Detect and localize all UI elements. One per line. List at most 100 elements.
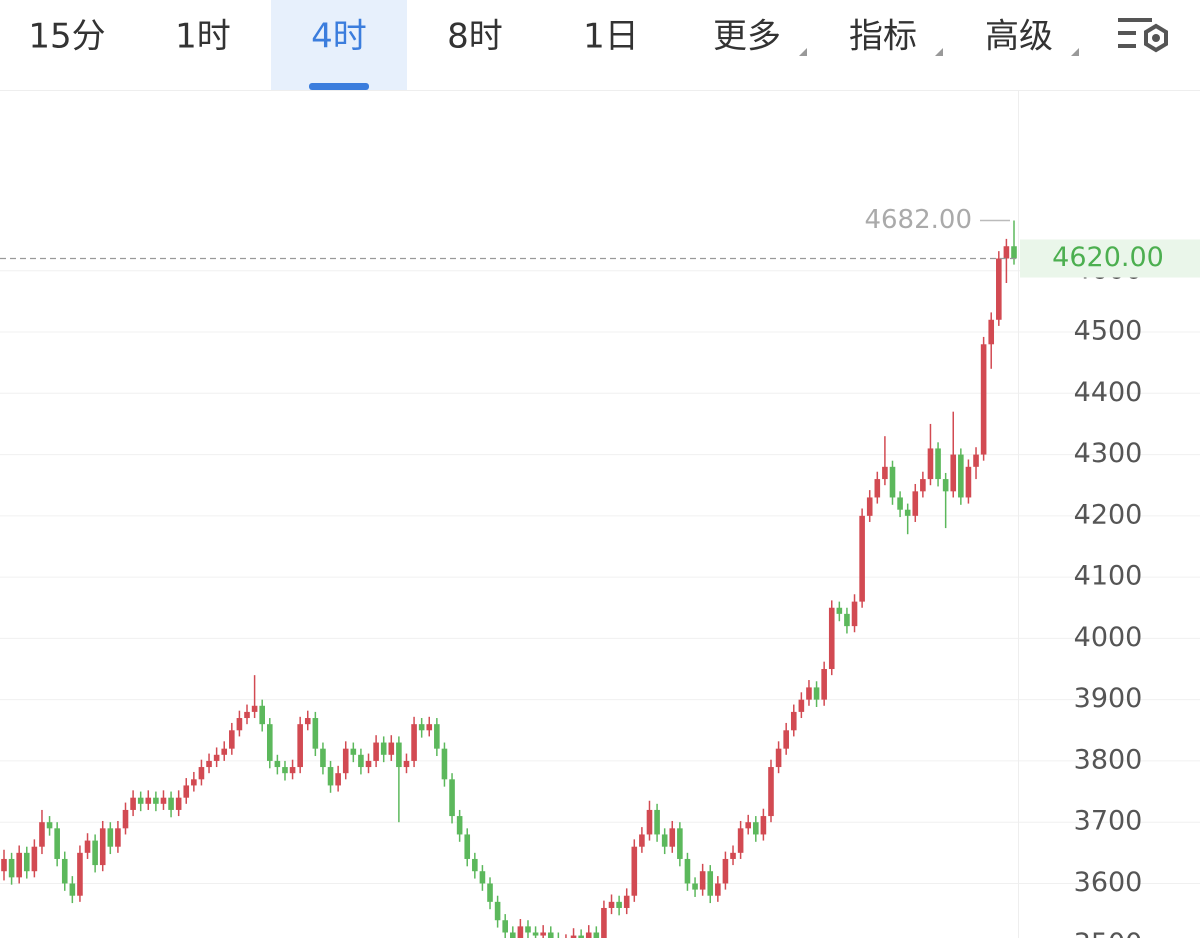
candle-body bbox=[449, 779, 455, 817]
tab[interactable]: 8时 bbox=[447, 17, 503, 57]
candle-body bbox=[312, 718, 319, 749]
candle-body bbox=[920, 479, 926, 492]
y-tick-label: 3500 bbox=[1074, 928, 1143, 938]
candle-body bbox=[1, 858, 7, 872]
candle-body bbox=[304, 718, 311, 725]
candle-body bbox=[282, 767, 288, 774]
candle-body bbox=[639, 834, 645, 847]
y-tick-label: 4200 bbox=[1074, 499, 1143, 530]
candle-body bbox=[593, 932, 600, 938]
price-axis: 3500 3600 3700 3800 3900 4000 4100 4200 4300 4400… bbox=[1074, 254, 1143, 938]
candle-body bbox=[191, 779, 197, 786]
candle-body bbox=[509, 932, 516, 938]
candle-body bbox=[996, 258, 1002, 320]
candle-body bbox=[266, 724, 273, 761]
tab[interactable]: 高级 bbox=[985, 17, 1053, 57]
candle-body bbox=[798, 699, 805, 712]
candle-body bbox=[1003, 246, 1010, 259]
candle-body bbox=[23, 852, 30, 872]
candle-body bbox=[122, 809, 129, 829]
candle-body bbox=[342, 748, 349, 774]
y-tick-label: 3900 bbox=[1074, 683, 1143, 714]
tab[interactable]: 4时 bbox=[311, 17, 367, 57]
candle-body bbox=[396, 742, 402, 768]
candle-body bbox=[456, 816, 463, 835]
candle-body bbox=[84, 840, 91, 853]
candle-body bbox=[289, 767, 296, 774]
tab[interactable]: 15分 bbox=[28, 17, 105, 57]
candle-body bbox=[677, 828, 683, 859]
candle-body bbox=[350, 748, 357, 755]
candle-body bbox=[715, 883, 721, 896]
candle-body bbox=[525, 926, 531, 933]
candle-body bbox=[889, 466, 896, 498]
candle-body bbox=[358, 754, 364, 768]
candle-body bbox=[601, 907, 607, 938]
candle-body bbox=[434, 724, 440, 749]
candle-body bbox=[77, 852, 83, 896]
candle-body bbox=[403, 760, 410, 768]
y-tick-label: 4400 bbox=[1074, 377, 1143, 408]
candle-body bbox=[768, 767, 774, 817]
candle-body bbox=[297, 724, 303, 768]
candle-body bbox=[570, 935, 577, 938]
dropdown-arrow bbox=[799, 48, 807, 56]
candle-body bbox=[707, 871, 714, 896]
candle-body bbox=[935, 448, 941, 480]
candle-body bbox=[236, 718, 243, 731]
candle-body bbox=[745, 822, 752, 829]
candle-body bbox=[965, 466, 972, 498]
grid bbox=[0, 270, 1200, 884]
candle-body bbox=[950, 454, 957, 492]
candle-body bbox=[244, 711, 250, 719]
candle-body bbox=[168, 797, 174, 810]
candle-body bbox=[661, 834, 668, 847]
last-price-badge bbox=[1020, 239, 1200, 278]
candle-body bbox=[836, 607, 843, 614]
candle-body bbox=[39, 822, 45, 847]
candle-body bbox=[426, 724, 433, 731]
candle-body bbox=[198, 767, 205, 780]
tab-bar: 15分 1时 4时 8时 1日 更多 指标 高级 bbox=[28, 0, 1079, 90]
candle-body bbox=[790, 711, 797, 731]
candle-body bbox=[699, 871, 706, 890]
candle-body bbox=[578, 935, 584, 938]
candle-body bbox=[145, 797, 152, 804]
candle-body bbox=[942, 479, 949, 492]
settings-icon[interactable] bbox=[1118, 18, 1168, 53]
candle-body bbox=[973, 454, 979, 467]
candle-body bbox=[418, 724, 425, 731]
dropdown-arrow bbox=[935, 48, 943, 56]
tab-active-bg bbox=[271, 0, 407, 90]
candle-body bbox=[722, 858, 729, 884]
candle-body bbox=[547, 932, 554, 938]
candle-body bbox=[320, 748, 326, 768]
candle-body bbox=[221, 748, 228, 755]
tab[interactable]: 更多 bbox=[713, 17, 781, 57]
max-label: 4682.00 bbox=[864, 205, 972, 235]
last-price-label: 4620.00 bbox=[1052, 242, 1164, 273]
candle-body bbox=[730, 852, 736, 859]
candle-body bbox=[479, 871, 486, 884]
candle-body bbox=[380, 742, 387, 755]
candle-body bbox=[115, 828, 121, 847]
y-tick-label: 4300 bbox=[1074, 438, 1143, 469]
candle-body bbox=[988, 319, 995, 345]
candle-body bbox=[737, 828, 744, 853]
candle-body bbox=[69, 883, 76, 896]
candle-body bbox=[411, 724, 417, 761]
tab[interactable]: 1时 bbox=[175, 17, 231, 57]
tab[interactable]: 1日 bbox=[583, 17, 639, 57]
candle-body bbox=[502, 920, 509, 933]
candle-body bbox=[16, 852, 22, 878]
candle-body bbox=[160, 797, 167, 804]
y-tick-label: 3700 bbox=[1074, 806, 1143, 837]
candle-body bbox=[532, 932, 539, 936]
candle-body bbox=[684, 858, 691, 884]
tab[interactable]: 指标 bbox=[849, 17, 917, 57]
candle-body bbox=[821, 669, 827, 700]
candle-body bbox=[692, 883, 698, 890]
candle-body bbox=[806, 687, 812, 700]
candle-body bbox=[251, 705, 258, 712]
candle-body bbox=[927, 448, 934, 480]
